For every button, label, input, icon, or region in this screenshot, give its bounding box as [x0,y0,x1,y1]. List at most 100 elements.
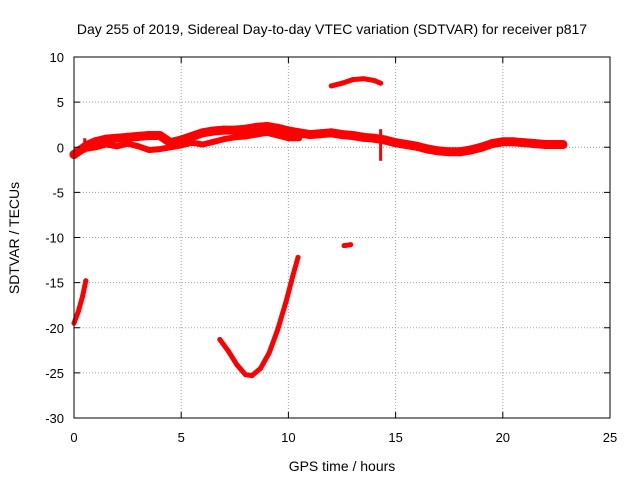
data-point [167,144,174,151]
data-point [101,134,111,144]
data-point [274,132,281,139]
data-point [558,140,568,149]
data-point [242,133,249,140]
data-point [112,133,122,143]
series-start-segment [71,278,89,326]
x-tick-label: 15 [388,430,402,445]
data-point [285,135,292,142]
data-point [92,144,99,151]
x-axis-ticks: 0 5 10 15 20 25 [70,57,617,445]
data-point [369,133,379,143]
data-point [155,131,165,140]
data-point [133,131,143,141]
data-point [294,128,304,138]
data-point [380,135,390,145]
data-point [444,147,454,157]
data-point [231,134,238,141]
data-point [178,142,185,149]
data-point [509,137,518,147]
data-point [434,146,443,156]
data-point [273,123,283,133]
data-point [230,125,240,135]
data-point [243,372,248,378]
data-point [316,129,326,139]
data-point [262,122,272,131]
data-point [466,145,476,155]
data-series [69,76,568,379]
data-point [266,350,272,356]
data-point [455,147,465,157]
y-axis-label: SDTVAR / TECUs [6,182,22,294]
data-point [498,137,508,147]
data-point [519,138,529,148]
data-point [217,337,223,342]
data-point [135,143,142,150]
data-point [296,135,303,142]
data-point [391,138,401,148]
x-tick-label: 0 [70,430,77,445]
data-point [283,298,289,304]
y-tick-label: -10 [45,231,64,246]
data-point [144,131,154,140]
data-point [124,140,131,147]
y-tick-label: -5 [52,185,64,200]
data-point [199,141,206,148]
data-point [198,128,208,138]
data-point [146,147,152,153]
y-tick-label: -30 [45,411,64,426]
data-point [423,144,433,154]
data-point [188,139,195,146]
data-point [328,83,334,89]
data-point [275,327,281,333]
data-point [350,77,356,83]
data-point [378,80,384,86]
data-point [487,139,497,149]
y-axis-ticks: 10 5 0 -5 -10 -15 -20 -25 -30 [45,50,610,426]
data-point [80,293,86,299]
x-axis-label: GPS time / hours [289,458,396,474]
data-point [341,243,347,249]
data-point [156,146,163,153]
data-point [348,131,358,140]
data-point [219,125,229,135]
y-tick-label: -15 [45,276,64,291]
data-point [290,273,296,279]
data-point [283,126,293,136]
x-tick-label: 5 [178,430,185,445]
data-point [251,122,261,132]
data-point [249,373,255,379]
x-tick-label: 10 [281,430,295,445]
data-point [75,309,81,314]
data-point [258,365,263,371]
data-point [295,254,301,260]
data-point [253,131,260,138]
data-point [358,132,368,142]
grid-lines [73,56,611,419]
y-tick-label: 5 [57,95,64,110]
y-tick-label: 10 [50,50,64,65]
data-point [210,138,217,145]
data-point [208,126,218,136]
data-point [476,142,486,152]
y-tick-label: 0 [57,140,64,155]
data-point [187,131,197,141]
data-point [103,141,110,148]
data-point [225,348,231,354]
x-tick-label: 25 [603,430,617,445]
chart-title: Day 255 of 2019, Sidereal Day-to-day VTE… [77,21,587,37]
data-point [401,140,411,149]
data-point [123,132,133,142]
data-point [113,143,120,150]
y-tick-label: -20 [45,321,64,336]
data-point [412,141,422,151]
data-point [234,362,240,368]
data-point [241,124,250,134]
y-tick-label: -25 [45,366,64,381]
data-point [371,78,377,83]
x-tick-label: 20 [496,430,510,445]
data-point [326,128,336,138]
data-point [551,140,561,149]
data-point [337,130,347,140]
data-point [83,278,89,284]
